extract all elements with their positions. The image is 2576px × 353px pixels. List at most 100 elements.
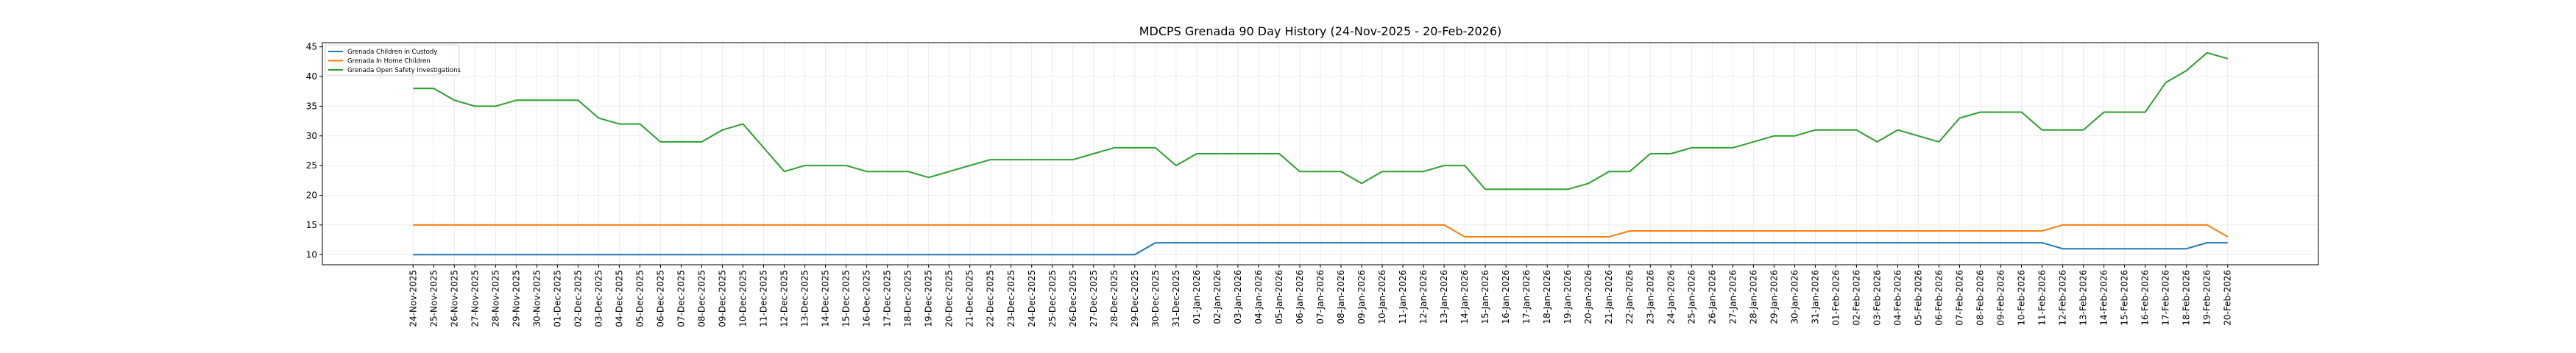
legend-label: Grenada Children in Custody xyxy=(347,49,437,56)
x-tick-label: 26-Nov-2025 xyxy=(449,270,459,327)
y-tick-label: 35 xyxy=(306,101,317,111)
x-tick-label: 12-Feb-2026 xyxy=(2058,270,2068,326)
x-tick-label: 20-Dec-2025 xyxy=(944,270,955,327)
x-tick-label: 10-Feb-2026 xyxy=(2017,270,2027,326)
x-tick-label: 09-Feb-2026 xyxy=(1996,270,2006,326)
x-tick-label: 19-Feb-2026 xyxy=(2202,270,2212,326)
y-tick-label: 40 xyxy=(306,71,317,82)
y-tick-label: 30 xyxy=(306,131,317,141)
x-tick-label: 11-Dec-2025 xyxy=(759,270,769,327)
x-tick-label: 01-Feb-2026 xyxy=(1830,270,1841,326)
y-tick-label: 10 xyxy=(306,249,317,260)
x-tick-label: 27-Dec-2025 xyxy=(1089,270,1099,327)
x-tick-label: 30-Nov-2025 xyxy=(531,270,542,327)
x-tick-label: 28-Jan-2026 xyxy=(1748,270,1758,324)
x-tick-label: 03-Dec-2025 xyxy=(593,270,604,327)
x-tick-label: 20-Jan-2026 xyxy=(1583,270,1593,324)
x-tick-label: 25-Nov-2025 xyxy=(428,270,439,327)
x-tick-label: 18-Dec-2025 xyxy=(903,270,913,327)
x-tick-label: 12-Jan-2026 xyxy=(1418,270,1429,324)
x-tick-label: 30-Dec-2025 xyxy=(1150,270,1161,327)
x-tick-label: 21-Dec-2025 xyxy=(965,270,975,327)
x-tick-label: 06-Dec-2025 xyxy=(655,270,665,327)
x-tick-label: 26-Jan-2026 xyxy=(1707,270,1717,324)
x-tick-label: 05-Jan-2026 xyxy=(1274,270,1284,324)
x-tick-label: 14-Dec-2025 xyxy=(821,270,831,327)
x-tick-label: 19-Jan-2026 xyxy=(1563,270,1573,324)
x-tick-label: 19-Dec-2025 xyxy=(924,270,934,327)
x-tick-label: 01-Dec-2025 xyxy=(552,270,562,327)
legend-label: Grenada In Home Children xyxy=(347,58,431,65)
x-tick-label: 25-Dec-2025 xyxy=(1047,270,1058,327)
x-tick-label: 28-Nov-2025 xyxy=(490,270,500,327)
x-tick-label: 02-Feb-2026 xyxy=(1851,270,1861,326)
x-tick-label: 16-Jan-2026 xyxy=(1501,270,1511,324)
x-tick-label: 31-Dec-2025 xyxy=(1171,270,1181,327)
x-tick-label: 08-Dec-2025 xyxy=(697,270,707,327)
x-tick-label: 16-Dec-2025 xyxy=(862,270,872,327)
x-tick-label: 31-Jan-2026 xyxy=(1810,270,1820,324)
x-tick-label: 28-Dec-2025 xyxy=(1109,270,1119,327)
x-tick-label: 27-Jan-2026 xyxy=(1727,270,1738,324)
x-tick-label: 29-Nov-2025 xyxy=(511,270,521,327)
x-tick-label: 23-Jan-2026 xyxy=(1645,270,1655,324)
series-lines xyxy=(413,51,2229,256)
x-axis: 24-Nov-2025 25-Nov-2025 26-Nov-2025 27-Nov-… xyxy=(408,265,2233,327)
x-tick-label: 13-Dec-2025 xyxy=(800,270,810,327)
x-tick-label: 06-Feb-2026 xyxy=(1933,270,1944,326)
x-tick-label: 17-Jan-2026 xyxy=(1521,270,1532,324)
x-tick-label: 22-Dec-2025 xyxy=(986,270,996,327)
x-tick-label: 14-Jan-2026 xyxy=(1459,270,1470,324)
x-tick-label: 24-Dec-2025 xyxy=(1027,270,1037,327)
x-tick-label: 22-Jan-2026 xyxy=(1624,270,1635,324)
x-tick-label: 15-Jan-2026 xyxy=(1480,270,1490,324)
x-tick-label: 06-Jan-2026 xyxy=(1295,270,1305,324)
series-line-1 xyxy=(413,224,2229,238)
grid-lines xyxy=(322,43,2318,265)
x-tick-label: 08-Feb-2026 xyxy=(1975,270,1986,326)
x-tick-label: 11-Feb-2026 xyxy=(2037,270,2048,326)
y-tick-label: 45 xyxy=(306,42,317,52)
x-tick-label: 08-Jan-2026 xyxy=(1336,270,1346,324)
x-tick-label: 21-Jan-2026 xyxy=(1604,270,1614,324)
series-line-0 xyxy=(413,242,2228,256)
x-tick-label: 17-Dec-2025 xyxy=(882,270,893,327)
x-tick-label: 03-Jan-2026 xyxy=(1233,270,1243,324)
x-tick-label: 10-Jan-2026 xyxy=(1377,270,1387,324)
x-tick-label: 29-Jan-2026 xyxy=(1769,270,1779,324)
chart-title: MDCPS Grenada 90 Day History (24-Nov-202… xyxy=(1139,24,1502,38)
x-tick-label: 18-Jan-2026 xyxy=(1542,270,1552,324)
x-tick-label: 13-Feb-2026 xyxy=(2078,270,2089,326)
x-tick-label: 15-Dec-2025 xyxy=(841,270,852,327)
y-tick-label: 15 xyxy=(306,220,317,230)
x-tick-label: 23-Dec-2025 xyxy=(1006,270,1016,327)
x-tick-label: 14-Feb-2026 xyxy=(2099,270,2109,326)
x-tick-label: 05-Dec-2025 xyxy=(634,270,645,327)
x-tick-label: 20-Feb-2026 xyxy=(2223,270,2233,326)
x-tick-label: 27-Nov-2025 xyxy=(470,270,480,327)
x-tick-label: 02-Dec-2025 xyxy=(573,270,583,327)
y-axis: 10 15 20 25 30 35 40 45 xyxy=(306,42,322,260)
x-tick-label: 07-Feb-2026 xyxy=(1955,270,1965,326)
x-tick-label: 02-Jan-2026 xyxy=(1212,270,1222,324)
x-tick-label: 29-Dec-2025 xyxy=(1130,270,1140,327)
x-tick-label: 01-Jan-2026 xyxy=(1192,270,1202,324)
x-tick-label: 09-Dec-2025 xyxy=(718,270,728,327)
x-tick-label: 17-Feb-2026 xyxy=(2161,270,2171,326)
x-tick-label: 04-Jan-2026 xyxy=(1253,270,1264,324)
x-tick-label: 03-Feb-2026 xyxy=(1872,270,1882,326)
x-tick-label: 15-Feb-2026 xyxy=(2120,270,2130,326)
x-tick-label: 13-Jan-2026 xyxy=(1439,270,1449,324)
legend-label: Grenada Open Safety Investigations xyxy=(347,67,461,74)
y-tick-label: 25 xyxy=(306,160,317,171)
x-tick-label: 04-Feb-2026 xyxy=(1892,270,1903,326)
x-tick-label: 24-Nov-2025 xyxy=(408,270,418,327)
y-tick-label: 20 xyxy=(306,190,317,201)
x-tick-label: 09-Jan-2026 xyxy=(1356,270,1367,324)
legend: Grenada Children in Custody Grenada In Ho… xyxy=(325,44,461,76)
x-tick-label: 04-Dec-2025 xyxy=(614,270,624,327)
x-tick-label: 10-Dec-2025 xyxy=(738,270,749,327)
series-line-2 xyxy=(413,51,2228,190)
x-tick-label: 11-Jan-2026 xyxy=(1398,270,1408,324)
